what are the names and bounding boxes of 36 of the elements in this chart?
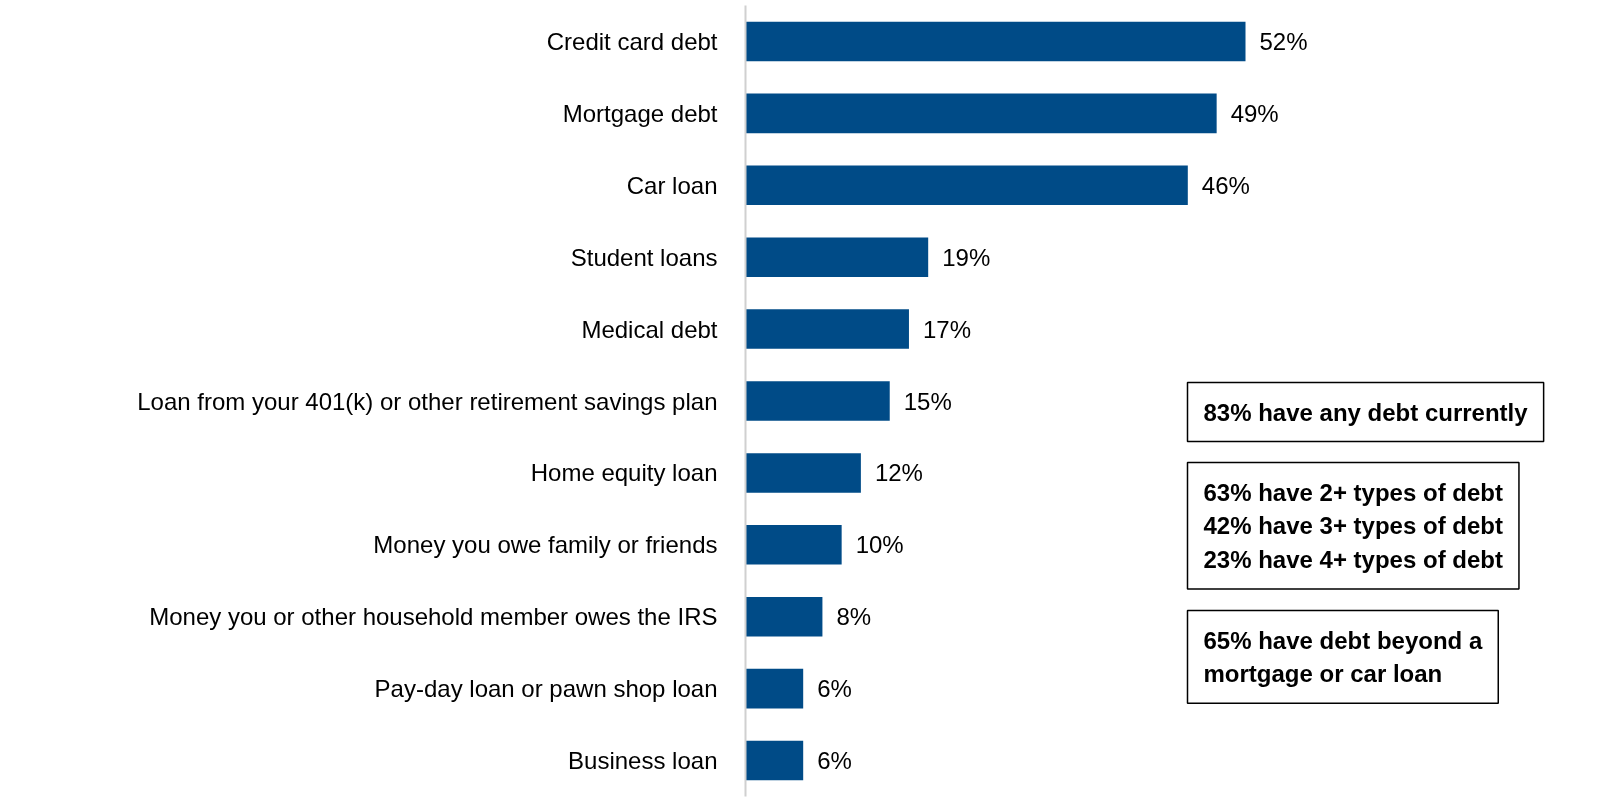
y-tick-label: Money you owe family or friends	[373, 531, 718, 559]
y-tick-label: Mortgage debt	[562, 99, 718, 127]
bar	[745, 237, 929, 277]
y-tick-label: Credit card debt	[546, 27, 718, 55]
data-label: 6%	[817, 675, 852, 703]
data-label: 46%	[1201, 171, 1250, 199]
bar	[745, 381, 890, 421]
y-tick-label: Student loans	[570, 243, 718, 271]
y-tick-label: Home equity loan	[530, 459, 718, 487]
y-tick-label: Car loan	[626, 171, 718, 199]
bar	[745, 453, 861, 493]
data-label: 15%	[903, 387, 952, 415]
bar	[745, 21, 1246, 62]
data-label: 17%	[922, 315, 972, 343]
y-tick-label: Pay-day loan or pawn shop loan	[374, 675, 718, 703]
bar	[745, 740, 804, 781]
bar	[745, 165, 1188, 206]
annotation: 65% have debt beyond a mortgage or car loan	[1203, 626, 1483, 688]
bar	[745, 93, 1217, 134]
annotation: 83% have any debt currently	[1203, 398, 1529, 426]
data-label: 52%	[1259, 27, 1308, 55]
y-tick-label: Loan from your 401(k) or other retirement savings plan	[137, 387, 718, 415]
bar	[745, 525, 842, 565]
bar	[745, 309, 909, 349]
bar	[745, 668, 804, 709]
y-tick-label: Business loan	[568, 747, 718, 775]
bar	[745, 596, 823, 637]
data-label: 12%	[874, 459, 923, 487]
y-tick-label: Medical debt	[581, 315, 718, 343]
data-label: 8%	[836, 603, 872, 631]
data-label: 19%	[942, 243, 991, 271]
data-label: 49%	[1230, 99, 1279, 127]
annotation: 63% have 2+ types of debt 42% have 3+ types of debt 23% have 4+ types of debt	[1203, 478, 1503, 573]
data-label: 6%	[817, 747, 852, 775]
y-tick-label: Money you or other household member owes the IRS	[149, 603, 718, 631]
data-label: 10%	[855, 531, 904, 559]
